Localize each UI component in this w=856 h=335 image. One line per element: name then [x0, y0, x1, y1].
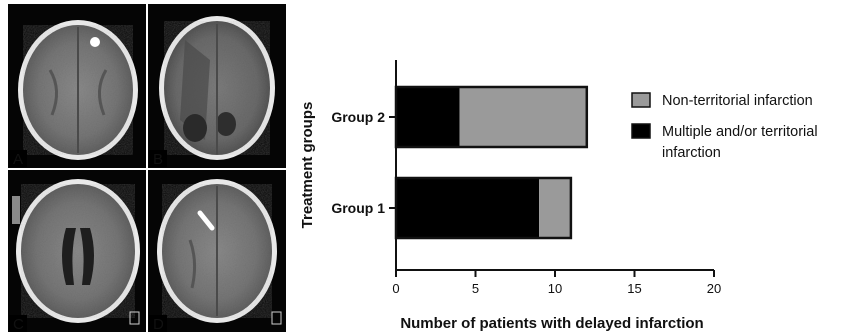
x-tick-label-1: 5: [472, 281, 479, 296]
legend-swatch-multiple-territorial: [631, 123, 651, 139]
panel-label-a: A: [13, 151, 23, 168]
y-axis-title: Treatment groups: [299, 102, 316, 229]
panel-label-d: D: [153, 316, 164, 333]
ct-panel-d: D: [148, 170, 286, 333]
x-axis-title: Number of patients with delayed infarcti…: [400, 315, 703, 332]
ct-panel-a: A: [8, 4, 146, 168]
y-category-label-0: Group 1: [331, 200, 385, 216]
bar-segment-0-1: [539, 178, 571, 238]
bar-segment-1-0: [396, 87, 460, 147]
ct-scan-grid: A B C D: [8, 4, 286, 333]
x-tick-label-2: 10: [548, 281, 562, 296]
bar-segment-1-1: [459, 87, 587, 147]
axes: 0 5 10 15 20 Group 1 Group 2: [331, 60, 721, 296]
legend-label-multiple-territorial-line2: infarction: [662, 145, 721, 161]
panel-label-b: B: [153, 151, 163, 168]
delayed-infarction-bar-chart: 0 5 10 15 20 Group 1 Group 2 Number of patient…: [299, 60, 818, 332]
legend-label-non-territorial: Non-territorial infarction: [662, 93, 813, 109]
legend: Non-territorial infarction Multiple and/…: [631, 92, 818, 161]
ct-panel-b: B: [148, 4, 286, 168]
legend-label-multiple-territorial-line1: Multiple and/or territorial: [662, 124, 818, 140]
x-tick-label-4: 20: [707, 281, 721, 296]
y-category-label-1: Group 2: [331, 109, 385, 125]
x-tick-label-3: 15: [627, 281, 641, 296]
x-tick-label-0: 0: [392, 281, 399, 296]
ct-panel-c: C: [8, 170, 146, 333]
panel-label-c: C: [13, 316, 24, 333]
bar-segment-0-0: [396, 178, 540, 238]
plot-area: [394, 85, 589, 240]
legend-swatch-non-territorial: [631, 92, 651, 108]
